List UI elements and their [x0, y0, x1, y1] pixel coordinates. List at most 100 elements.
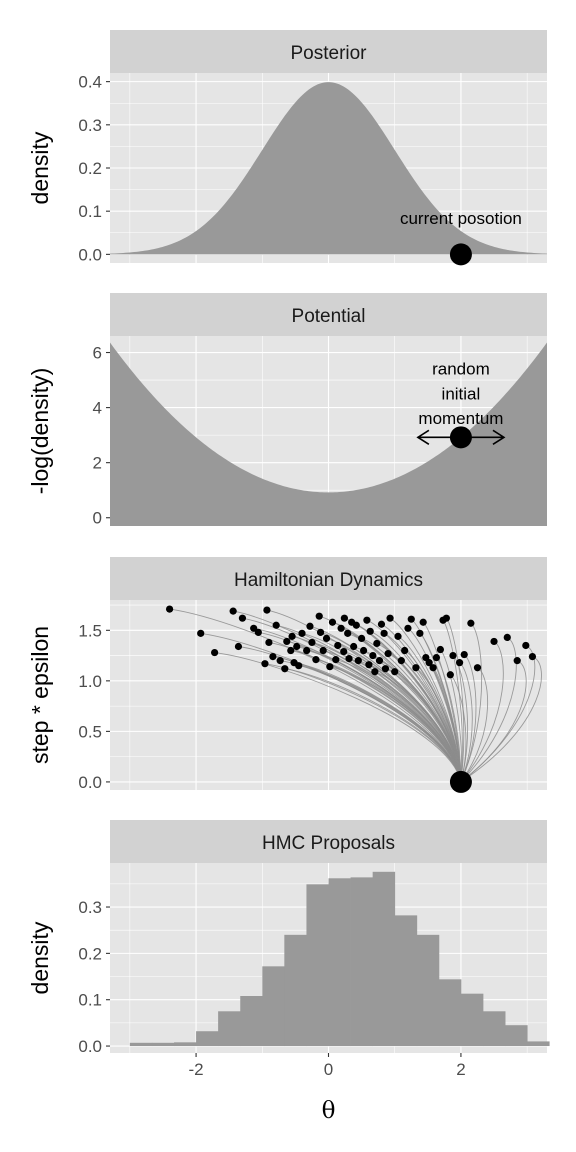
panel-hmc-proposals: HMC Proposals 0.0 0.1 0.2 0.3 density	[27, 820, 550, 1056]
proposal-endpoint	[312, 656, 320, 664]
trajectory-line	[460, 654, 477, 783]
proposal-endpoint	[303, 646, 311, 655]
proposal-endpoint	[467, 619, 475, 627]
proposal-endpoint	[358, 634, 366, 643]
histogram-bar	[196, 1031, 219, 1047]
trajectory-line	[436, 657, 462, 782]
proposal-endpoint	[363, 616, 371, 624]
x-tick-label: -2	[189, 1060, 204, 1079]
histogram-bar	[218, 1011, 241, 1047]
y-tick-label: 0.0	[78, 245, 102, 264]
proposal-endpoint	[350, 642, 358, 651]
trajectory-line	[460, 656, 542, 783]
histogram-bar	[174, 1042, 197, 1047]
strip-posterior	[110, 30, 547, 73]
momentum-annotation-line: random	[432, 360, 490, 379]
proposal-endpoint	[449, 651, 457, 660]
proposal-endpoint	[513, 657, 521, 665]
trajectory-line	[460, 622, 483, 783]
proposal-endpoint	[326, 663, 334, 671]
trajectory-line	[284, 668, 462, 782]
histogram-bar	[151, 1042, 175, 1047]
proposal-endpoint	[298, 629, 306, 637]
proposal-endpoint	[354, 657, 362, 665]
trajectory-start-point	[449, 770, 472, 793]
histogram-bar	[482, 1011, 506, 1047]
proposal-endpoint	[165, 605, 174, 613]
current-position-annotation: current posotion	[400, 209, 522, 228]
proposal-endpoint	[394, 632, 402, 640]
proposal-endpoint	[366, 627, 374, 635]
trajectory-line	[460, 667, 488, 783]
proposal-endpoint	[306, 622, 314, 630]
proposal-endpoint	[416, 629, 424, 637]
strip-title-hamiltonian-dynamics: Hamiltonian Dynamics	[234, 570, 423, 591]
proposal-endpoint	[211, 648, 219, 657]
proposal-endpoint	[365, 661, 373, 669]
proposal-endpoint	[432, 654, 441, 662]
strip-hmc-proposals	[110, 820, 547, 863]
proposal-endpoint	[503, 633, 511, 641]
y-tick-label: 0.5	[78, 722, 102, 741]
current-position-point	[449, 243, 472, 266]
histogram-bar	[328, 878, 351, 1047]
proposal-endpoint	[522, 641, 530, 650]
proposal-endpoint	[460, 650, 468, 659]
proposal-endpoint	[436, 645, 444, 654]
proposal-endpoint	[269, 652, 277, 661]
x-tick-label: 2	[456, 1060, 465, 1079]
proposal-endpoint	[250, 624, 258, 632]
proposal-endpoint	[337, 624, 345, 632]
proposal-endpoint	[340, 647, 348, 656]
posterior-density-area	[110, 82, 547, 255]
proposal-endpoint	[276, 657, 284, 665]
proposal-endpoint	[254, 628, 262, 636]
trajectory-line	[298, 665, 462, 782]
proposal-endpoint	[308, 638, 316, 647]
proposal-endpoint	[263, 606, 271, 614]
y-tick-label: 4	[93, 399, 102, 418]
trajectory-line	[446, 617, 465, 782]
y-tick-label: 0.3	[78, 898, 102, 917]
momentum-arrow-left-head	[416, 429, 430, 446]
trajectory-line	[452, 655, 468, 783]
histogram-bar	[438, 979, 462, 1047]
y-tick-label: 0	[93, 509, 102, 528]
y-tick-label: 0.1	[78, 202, 102, 221]
proposal-endpoint	[528, 652, 537, 661]
proposal-endpoint	[293, 642, 301, 651]
proposal-endpoint	[442, 614, 450, 622]
y-tick-label: 0.1	[78, 991, 102, 1010]
y-tick-label: 0.2	[78, 159, 102, 178]
proposal-endpoint	[315, 612, 323, 620]
trajectory-line	[459, 662, 473, 783]
histogram-bar	[505, 1025, 528, 1047]
trajectory-line	[348, 658, 462, 782]
strip-title-posterior: Posterior	[290, 43, 367, 64]
proposal-endpoint	[371, 668, 379, 676]
y-tick-label: 0.2	[78, 944, 102, 963]
proposal-endpoint	[429, 664, 437, 672]
momentum-annotation-line: initial	[442, 384, 481, 403]
proposal-endpoint	[490, 637, 498, 646]
proposal-endpoint	[397, 657, 405, 665]
strip-hamiltonian-dynamics	[110, 557, 547, 600]
proposal-endpoint	[272, 621, 280, 629]
proposal-endpoint	[345, 655, 353, 663]
y-tick-label: 0.0	[78, 1037, 102, 1056]
x-tick-label: 0	[324, 1060, 333, 1079]
proposal-endpoint	[407, 615, 415, 623]
y-tick-label: 0.0	[78, 773, 102, 792]
x-axis: -2 0 2	[189, 1053, 466, 1079]
histogram-bar	[416, 934, 440, 1047]
proposal-endpoint	[288, 632, 296, 640]
proposal-endpoint	[375, 657, 384, 665]
momentum-annotation-line: momentum	[418, 409, 503, 428]
proposal-endpoint	[261, 660, 269, 668]
proposal-endpoint	[295, 662, 303, 670]
proposal-endpoint	[238, 614, 247, 622]
proposal-endpoint	[473, 664, 482, 672]
y-tick-label: 6	[93, 344, 102, 363]
trajectory-line	[442, 619, 463, 782]
